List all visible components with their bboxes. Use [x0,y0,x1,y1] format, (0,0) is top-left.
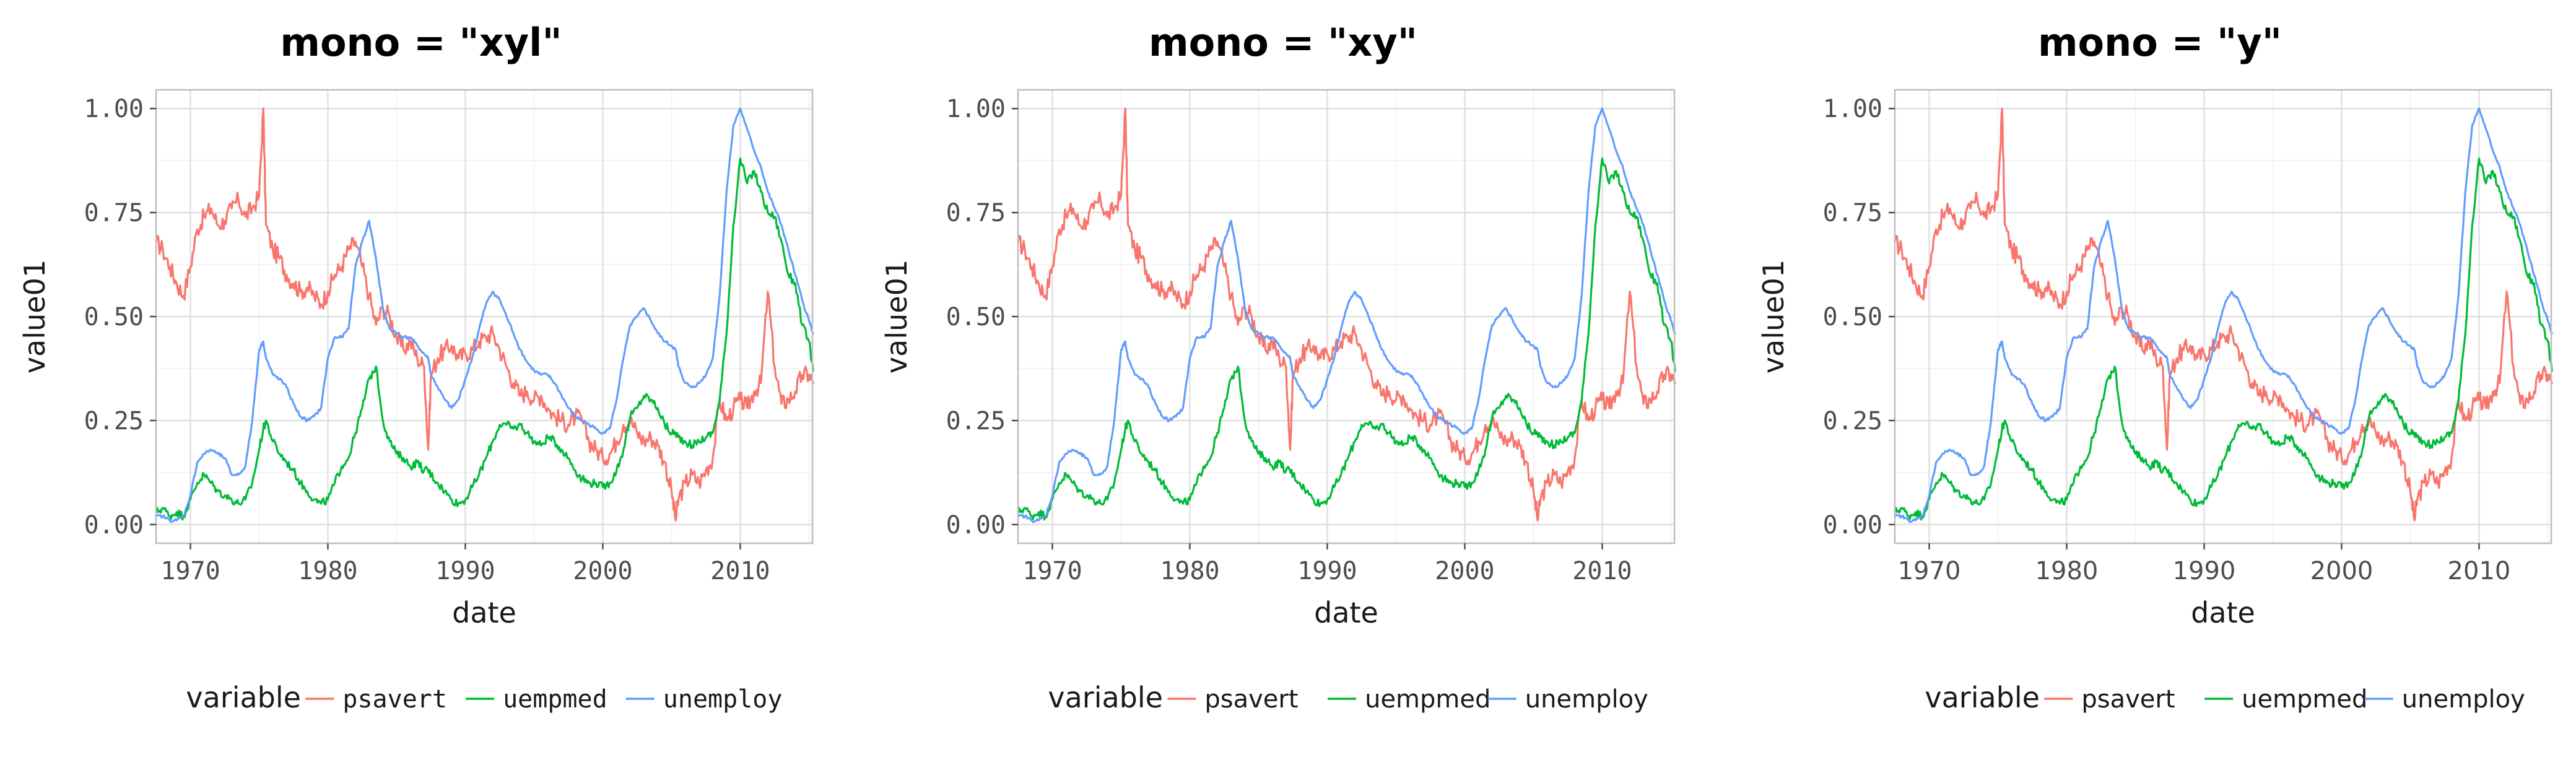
legend-item-unemploy: unemploy [625,685,783,714]
x-axis-title: date [1314,596,1378,629]
legend-label: unemploy [1525,685,1648,714]
y-axis-title: value01 [880,260,913,374]
y-axis-ticks: 0.00 0.25 0.50 0.75 1.00 [1823,95,1895,540]
legend-item-psavert: psavert [1167,685,1299,714]
plot-lines [155,107,814,523]
legend-label: uempmed [2242,685,2367,714]
x-axis-ticks: 1970 1980 1990 2000 2010 [1022,543,1632,585]
x-tick-label: 1980 [298,557,357,585]
y-tick-label: 1.00 [1823,95,1882,123]
series-line-psavert [155,107,814,522]
chart-title: mono = "xyl" [280,20,562,65]
x-axis-title: date [452,596,516,629]
legend-item-uempmed: uempmed [2204,685,2367,714]
legend-item-unemploy: unemploy [2364,685,2525,714]
series-line-uempmed [155,157,814,521]
y-tick-label: 0.75 [946,199,1006,227]
y-tick-label: 0.75 [1823,199,1882,227]
series-line-uempmed [1017,157,1676,521]
series-line-unemploy [1017,107,1676,523]
series-line-psavert [1017,107,1676,522]
chart-title: mono = "xy" [1149,20,1417,65]
legend-item-uempmed: uempmed [466,685,607,714]
legend-item-unemploy: unemploy [1487,685,1648,714]
legend-label: unemploy [663,685,783,714]
x-tick-label: 2000 [2310,557,2374,585]
y-tick-label: 1.00 [946,95,1006,123]
x-tick-label: 1970 [1898,557,1961,585]
series-line-psavert [1894,107,2553,522]
y-tick-label: 0.25 [946,407,1006,435]
legend-item-uempmed: uempmed [1328,685,1490,714]
y-tick-label: 0.75 [84,199,144,227]
x-tick-label: 1980 [2035,557,2099,585]
x-tick-label: 1970 [160,557,220,585]
x-tick-label: 2000 [1435,557,1494,585]
y-tick-label: 0.25 [84,407,144,435]
y-axis-title: value01 [18,260,51,374]
legend-label: unemploy [2402,685,2525,714]
y-axis-ticks: 0.00 0.25 0.50 0.75 1.00 [946,95,1018,540]
series-line-unemploy [155,107,814,523]
legend-title: variable [1048,681,1163,714]
y-tick-label: 0.50 [946,303,1006,331]
x-tick-label: 1980 [1160,557,1219,585]
x-tick-label: 2010 [1572,557,1632,585]
y-tick-label: 0.25 [1823,407,1882,435]
legend-title: variable [1925,681,2040,714]
y-axis-title: value01 [1757,260,1790,374]
legend-item-psavert: psavert [305,685,447,714]
x-tick-label: 1990 [2173,557,2236,585]
y-tick-label: 0.50 [84,303,144,331]
x-tick-label: 1990 [1297,557,1357,585]
x-axis-ticks: 1970 1980 1990 2000 2010 [1898,543,2511,585]
y-tick-label: 0.00 [946,511,1006,540]
y-tick-label: 0.00 [1823,511,1882,540]
x-tick-label: 1990 [435,557,495,585]
legend-label: psavert [1204,685,1298,714]
legend: variable psavert uempmed unemploy [1925,681,2525,714]
x-tick-label: 2000 [573,557,632,585]
plot-lines [1894,107,2553,523]
x-tick-label: 1970 [1022,557,1082,585]
chart-panel-xyl: mono = "xyl" value01 date 0.000.250.500.… [18,20,814,714]
x-axis-ticks: 1970 1980 1990 2000 2010 [160,543,770,585]
plot-lines [1017,107,1676,523]
chart-title: mono = "y" [2038,20,2282,65]
chart-panel-y: mono = "y" value01 date 0.00 0.25 0.50 0.75… [1757,20,2553,714]
series-line-uempmed [1894,157,2553,521]
series-line-unemploy [1894,107,2553,523]
legend-label: uempmed [1365,685,1490,714]
legend-item-psavert: psavert [2044,685,2175,714]
x-axis-title: date [2191,596,2255,629]
plot-grid [1018,90,1674,543]
legend-title: variable [186,681,301,714]
legend-label: uempmed [503,685,607,714]
y-axis-ticks: 0.00 0.25 0.50 0.75 1.00 [84,95,156,540]
y-tick-label: 1.00 [84,95,144,123]
legend-label: psavert [2081,685,2175,714]
y-tick-label: 0.00 [84,511,144,540]
x-tick-label: 2010 [2448,557,2511,585]
legend: variable psavert uempmed unemploy [1048,681,1648,714]
y-tick-label: 0.50 [1823,303,1882,331]
chart-panel-xy: mono = "xy" value01 date 0.00 0.25 0.50 0.7… [880,20,1676,714]
legend-label: psavert [342,685,447,714]
x-tick-label: 2010 [710,557,770,585]
legend: variable psavert uempmed unemploy [186,681,782,714]
